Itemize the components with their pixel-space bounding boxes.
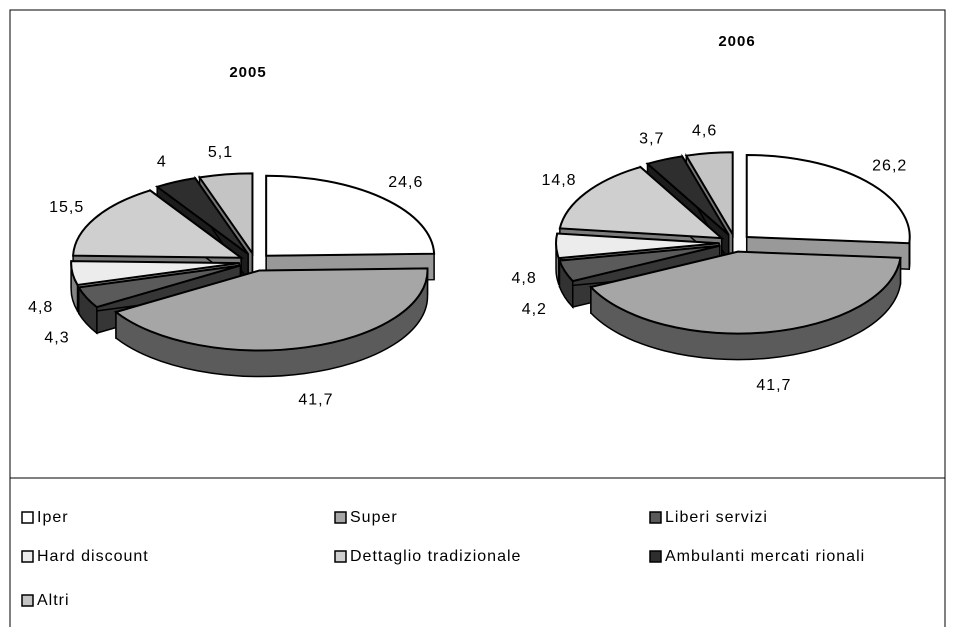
data-label: 14,8: [541, 172, 576, 189]
slice: [555, 232, 720, 260]
slice: [197, 172, 254, 257]
legend-swatch: [21, 594, 34, 607]
slice-group: [588, 250, 902, 361]
slice: [154, 177, 249, 255]
legend-label: Liberi servizi: [665, 509, 768, 526]
legend-label: Super: [350, 509, 398, 526]
data-label: 5,1: [208, 144, 233, 161]
legend-frame: [9, 477, 946, 627]
slice: [113, 267, 429, 352]
slice: [684, 151, 734, 238]
legend-label: Hard discount: [37, 548, 149, 565]
legend-swatch: [21, 550, 34, 563]
data-label: 4,6: [692, 123, 717, 140]
slice: [265, 174, 436, 257]
legend-swatch: [649, 511, 662, 524]
legend-label: Ambulanti mercati rionali: [665, 548, 865, 565]
data-label: 4,8: [28, 299, 53, 316]
data-label: 15,5: [49, 199, 84, 216]
legend-swatch: [334, 511, 347, 524]
slice: [77, 264, 241, 309]
slice-group: [265, 174, 436, 283]
slice: [745, 154, 911, 245]
data-label: 24,6: [388, 174, 423, 191]
slice: [645, 155, 730, 236]
data-label: 4: [157, 153, 167, 170]
data-label: 4,3: [44, 330, 69, 347]
data-label: 4,8: [511, 270, 536, 287]
chart-title: 2005: [229, 64, 266, 81]
legend-label: Altri: [37, 592, 70, 609]
slice: [72, 189, 245, 259]
legend-swatch: [21, 511, 34, 524]
legend-label: Dettaglio tradizionale: [350, 548, 521, 565]
data-label: 41,7: [298, 392, 333, 409]
legend-label: Iper: [37, 509, 69, 526]
data-label: 26,2: [872, 158, 907, 175]
data-label: 41,7: [756, 377, 791, 394]
slice: [558, 165, 725, 240]
legend-swatch: [334, 550, 347, 563]
slice: [588, 250, 902, 335]
data-label: 3,7: [639, 131, 664, 148]
slice: [558, 244, 721, 283]
chart-title: 2006: [718, 33, 755, 50]
data-label: 4,2: [522, 301, 547, 318]
chart-frame: [9, 9, 946, 627]
slice: [70, 260, 240, 287]
legend-swatch: [649, 550, 662, 563]
slice-group: [113, 267, 429, 378]
